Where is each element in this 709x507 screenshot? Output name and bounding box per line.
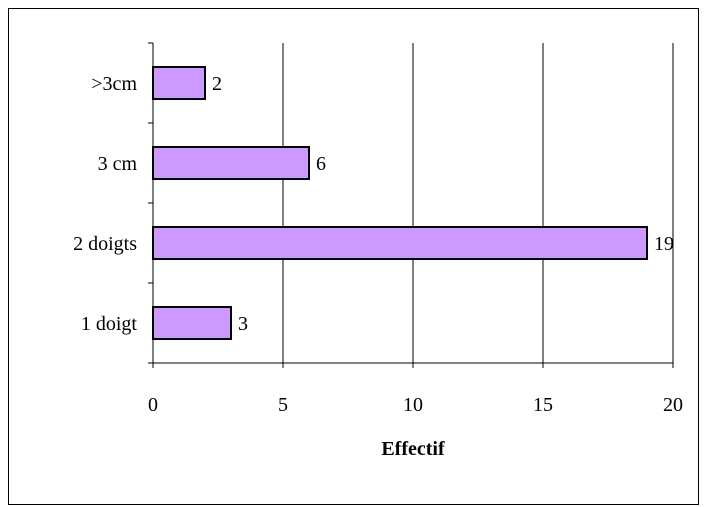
category-label: 2 doigts: [73, 233, 137, 255]
x-tick-label: 10: [403, 394, 423, 416]
data-label: 3: [238, 313, 248, 335]
data-label: 6: [316, 153, 326, 175]
bar: [152, 66, 206, 100]
category-label: >3cm: [91, 73, 137, 95]
data-label: 2: [212, 73, 222, 95]
x-tick-label: 20: [663, 394, 683, 416]
bars: [152, 66, 648, 340]
x-tick-labels: 0 5 10 15 20: [148, 394, 683, 416]
category-label: 1 doigt: [81, 313, 138, 335]
x-tick-label: 0: [148, 394, 158, 416]
bar: [152, 226, 648, 260]
x-axis-title: Effectif: [381, 438, 445, 460]
category-labels: 1 doigt 2 doigts 3 cm >3cm: [73, 73, 137, 335]
bar: [152, 306, 232, 340]
data-label: 19: [654, 233, 674, 255]
data-labels: 3 19 6 2: [212, 73, 674, 335]
axes: [148, 42, 674, 368]
x-tick-label: 5: [278, 394, 288, 416]
gridlines: [282, 43, 674, 363]
category-label: 3 cm: [98, 153, 138, 175]
x-tick-label: 15: [533, 394, 553, 416]
bar: [152, 146, 310, 180]
bar-chart: 1 doigt 2 doigts 3 cm >3cm 0 5 10 15 20 3 19 6 2 E…: [73, 42, 683, 460]
chart-frame: 1 doigt 2 doigts 3 cm >3cm 0 5 10 15 20 3 19 6 2 E…: [8, 8, 699, 505]
